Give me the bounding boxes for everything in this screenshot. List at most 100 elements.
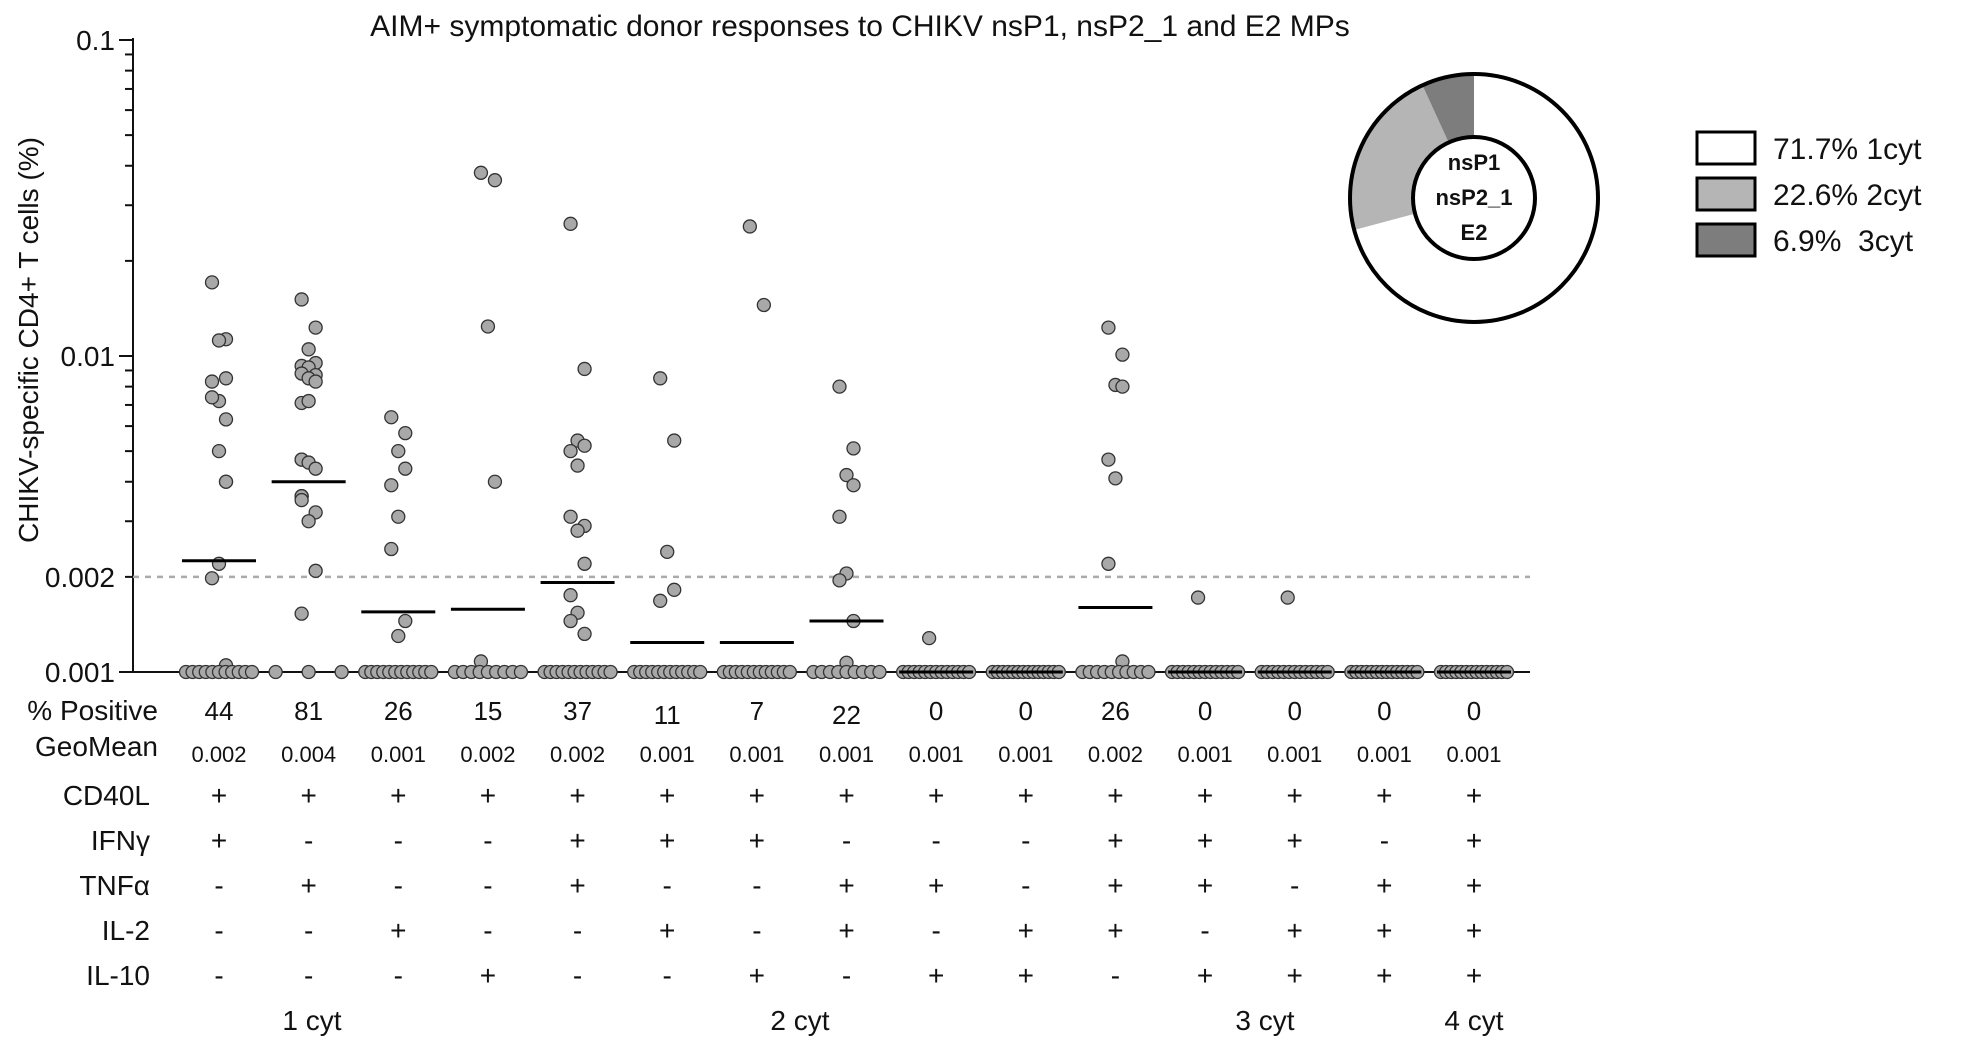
- cytokine-sign: -: [842, 825, 851, 856]
- data-point: [211, 333, 227, 348]
- cytokine-sign: +: [1466, 915, 1482, 946]
- geomean-value: 0.004: [281, 742, 336, 767]
- geomean-value: 0.002: [1088, 742, 1143, 767]
- y-tick-label: 0.01: [61, 341, 116, 372]
- data-point: [398, 425, 413, 441]
- data-point: [570, 458, 585, 473]
- cytokine-sign: +: [480, 780, 496, 811]
- cytokine-sign: -: [304, 825, 313, 856]
- cytokine-sign: +: [928, 870, 944, 901]
- cytokine-sign: -: [1111, 960, 1120, 991]
- cytokine-sign: +: [569, 780, 585, 811]
- geomean-value: 0.002: [191, 742, 246, 767]
- data-point: [218, 474, 234, 489]
- cyt-group-label: 2 cyt: [770, 1005, 829, 1036]
- geomean-value: 0.002: [460, 742, 515, 767]
- data-point: [577, 361, 592, 377]
- data-point: [391, 509, 406, 524]
- cytokine-sign: -: [483, 870, 492, 901]
- data-point: [301, 514, 316, 529]
- data-point: [244, 664, 260, 680]
- cytokine-sign: -: [573, 960, 582, 991]
- cytokine-sign: +: [1197, 870, 1213, 901]
- pct-positive-value: 26: [1101, 696, 1130, 726]
- donut-chart: nsP1 nsP2_1 E2: [1348, 72, 1600, 324]
- geomean-value: 0.001: [371, 742, 426, 767]
- data-point: [872, 664, 887, 680]
- data-point: [424, 664, 439, 680]
- data-point: [563, 613, 578, 629]
- data-point: [660, 544, 675, 560]
- cytokine-sign: +: [928, 780, 944, 811]
- cytokine-sign: -: [214, 870, 223, 901]
- data-point: [308, 320, 323, 335]
- geomean-value: 0.001: [998, 742, 1053, 767]
- cytokine-sign: -: [752, 915, 761, 946]
- cytokine-sign: +: [1376, 915, 1392, 946]
- data-point: [603, 664, 618, 680]
- cytokine-sign: +: [1466, 780, 1482, 811]
- pct-positive-value: 0: [1019, 696, 1033, 726]
- cytokine-sign: +: [390, 915, 406, 946]
- cytokine-sign: +: [1107, 780, 1123, 811]
- cytokine-sign: +: [1197, 780, 1213, 811]
- cytokine-sign: +: [1018, 960, 1034, 991]
- data-point: [1108, 471, 1123, 486]
- donut-center-label: nsP1: [1448, 150, 1501, 175]
- pct-positive-value: 7: [750, 696, 764, 726]
- geomean-value: 0.001: [729, 742, 784, 767]
- data-point: [1280, 590, 1295, 605]
- data-point: [398, 461, 413, 476]
- data-point: [563, 588, 578, 603]
- data-point: [384, 478, 399, 493]
- data-point: [513, 664, 529, 680]
- data-point: [308, 374, 323, 389]
- cytokine-sign: -: [394, 870, 403, 901]
- data-point: [577, 556, 592, 571]
- geomean-value: 0.001: [1446, 742, 1501, 767]
- geomean-value: 0.001: [819, 742, 874, 767]
- cytokine-sign: +: [1018, 915, 1034, 946]
- data-point: [1115, 379, 1130, 394]
- cytokine-sign: -: [483, 915, 492, 946]
- donut-outline: [1348, 72, 1600, 324]
- cytokine-sign: +: [211, 825, 227, 856]
- axes: 0.1 0.01 0.002 0.001: [45, 25, 1530, 688]
- geomean-value: 0.002: [550, 742, 605, 767]
- row-label-cytokine: TNFα: [79, 870, 150, 901]
- data-point: [334, 664, 349, 680]
- data-point: [384, 410, 399, 425]
- cytokine-sign: -: [304, 915, 313, 946]
- cytokine-sign: -: [304, 960, 313, 991]
- data-point: [268, 664, 283, 680]
- data-point: [756, 297, 772, 313]
- cytokine-sign: +: [659, 780, 675, 811]
- donut-center-label: nsP2_1: [1435, 185, 1512, 210]
- data-point: [301, 393, 316, 409]
- chart-title: AIM+ symptomatic donor responses to CHIK…: [370, 10, 1350, 43]
- data-point: [653, 371, 668, 386]
- data-point: [1115, 347, 1130, 362]
- cytokine-sign: +: [1287, 825, 1303, 856]
- cyt-group-label: 1 cyt: [282, 1005, 341, 1036]
- points-layer: [178, 165, 1515, 680]
- data-point: [391, 628, 406, 644]
- geomean-value: 0.001: [1178, 742, 1233, 767]
- cytokine-sign: +: [659, 915, 675, 946]
- data-point: [563, 216, 578, 231]
- cytokine-sign: -: [1290, 870, 1299, 901]
- data-point: [782, 664, 798, 680]
- cytokine-sign: -: [842, 960, 851, 991]
- pct-positive-value: 15: [473, 696, 502, 726]
- data-point: [832, 379, 847, 394]
- data-point: [384, 541, 399, 557]
- cytokine-sign: +: [480, 960, 496, 991]
- data-point: [921, 630, 937, 646]
- cytokine-sign: +: [1107, 915, 1123, 946]
- data-point: [1141, 664, 1156, 680]
- data-point: [204, 275, 220, 290]
- geomean-value: 0.001: [909, 742, 964, 767]
- data-point: [398, 613, 413, 629]
- data-point: [301, 342, 316, 357]
- cytokine-table: % Positive GeoMean CD40L IFNγ TNFα IL-2 IL-10 4…: [27, 695, 1504, 1036]
